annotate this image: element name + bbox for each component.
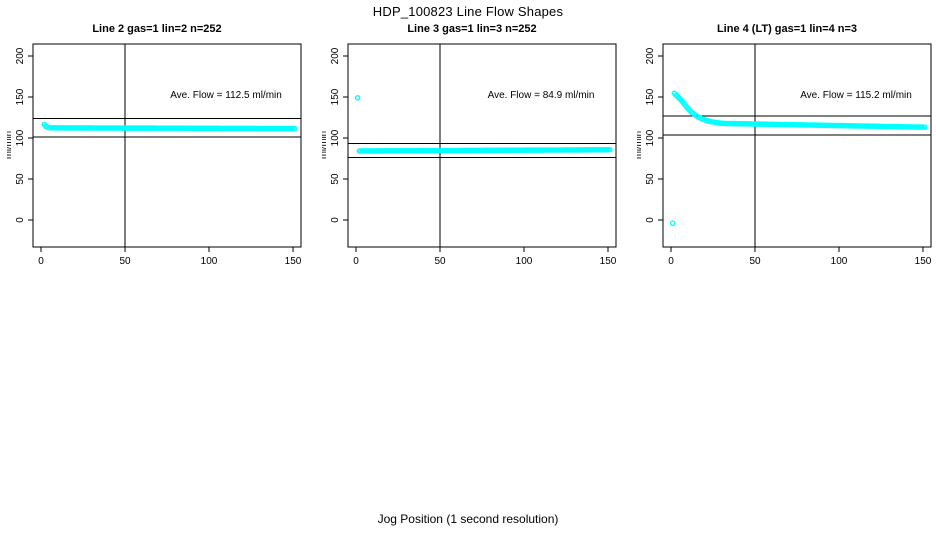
x-tick-label: 0: [38, 256, 44, 267]
y-tick-label: 150: [15, 88, 26, 105]
ave-flow-annotation: Ave. Flow = 112.5 ml/min: [170, 90, 282, 101]
x-tick-label: 150: [600, 256, 617, 267]
plot-box: [32, 43, 302, 248]
scatter-plot-line4: 0 50 100 150 0 50 100 150 200 ml/min Ave. Flow = 1…: [637, 43, 932, 267]
scatter-plot-line3: 0 50 100 150 0 50 100 150 200 ml/min Ave. Flow = 8…: [322, 43, 617, 267]
y-axis-label: ml/min: [637, 131, 644, 159]
panel-title-line2: Line 2 gas=1 lin=2 n=252: [92, 23, 222, 35]
x-tick-label: 100: [831, 256, 848, 267]
y-axis-label: ml/min: [322, 131, 329, 159]
y-tick-label: 200: [645, 47, 656, 64]
x-tick-label: 50: [119, 256, 131, 267]
x-axis-label: Jog Position (1 second resolution): [377, 512, 559, 526]
y-tick-label: 0: [645, 217, 656, 223]
data-point: [669, 220, 676, 227]
y-tick-label: 200: [15, 47, 26, 64]
y-tick-label: 100: [15, 129, 26, 146]
x-tick-label: 100: [201, 256, 218, 267]
y-tick-label: 50: [15, 173, 26, 185]
scatter-plot-line2: 0 50 100 150 0 50 100 150 200 ml/min Ave. Flow = 1…: [7, 43, 302, 267]
plot-box: [662, 43, 932, 248]
y-tick-label: 0: [15, 217, 26, 223]
x-tick-label: 100: [516, 256, 533, 267]
y-tick-label: 100: [330, 129, 341, 146]
y-tick-label: 50: [330, 173, 341, 185]
x-tick-label: 0: [668, 256, 674, 267]
plot-box: [347, 43, 617, 248]
y-tick-label: 150: [330, 88, 341, 105]
x-tick-label: 0: [353, 256, 359, 267]
y-axis-label: ml/min: [7, 131, 14, 159]
data-point: [354, 95, 361, 101]
data-point: [291, 125, 298, 132]
panel-title-line4: Line 4 (LT) gas=1 lin=4 n=3: [716, 23, 858, 35]
x-tick-label: 150: [285, 256, 302, 267]
ave-flow-annotation: Ave. Flow = 84.9 ml/min: [488, 90, 595, 101]
x-tick-label: 50: [434, 256, 446, 267]
x-tick-label: 150: [915, 256, 932, 267]
ave-flow-annotation: Ave. Flow = 115.2 ml/min: [800, 90, 912, 101]
figure-title: HDP_100823 Line Flow Shapes: [372, 4, 564, 19]
y-tick-label: 200: [330, 47, 341, 64]
y-tick-label: 0: [330, 217, 341, 223]
data-point: [606, 146, 613, 153]
y-tick-label: 150: [645, 88, 656, 105]
y-tick-label: 50: [645, 173, 656, 185]
data-point: [921, 124, 928, 130]
x-tick-label: 50: [749, 256, 761, 267]
panel-title-line3: Line 3 gas=1 lin=3 n=252: [407, 23, 537, 35]
y-tick-label: 100: [645, 129, 656, 146]
